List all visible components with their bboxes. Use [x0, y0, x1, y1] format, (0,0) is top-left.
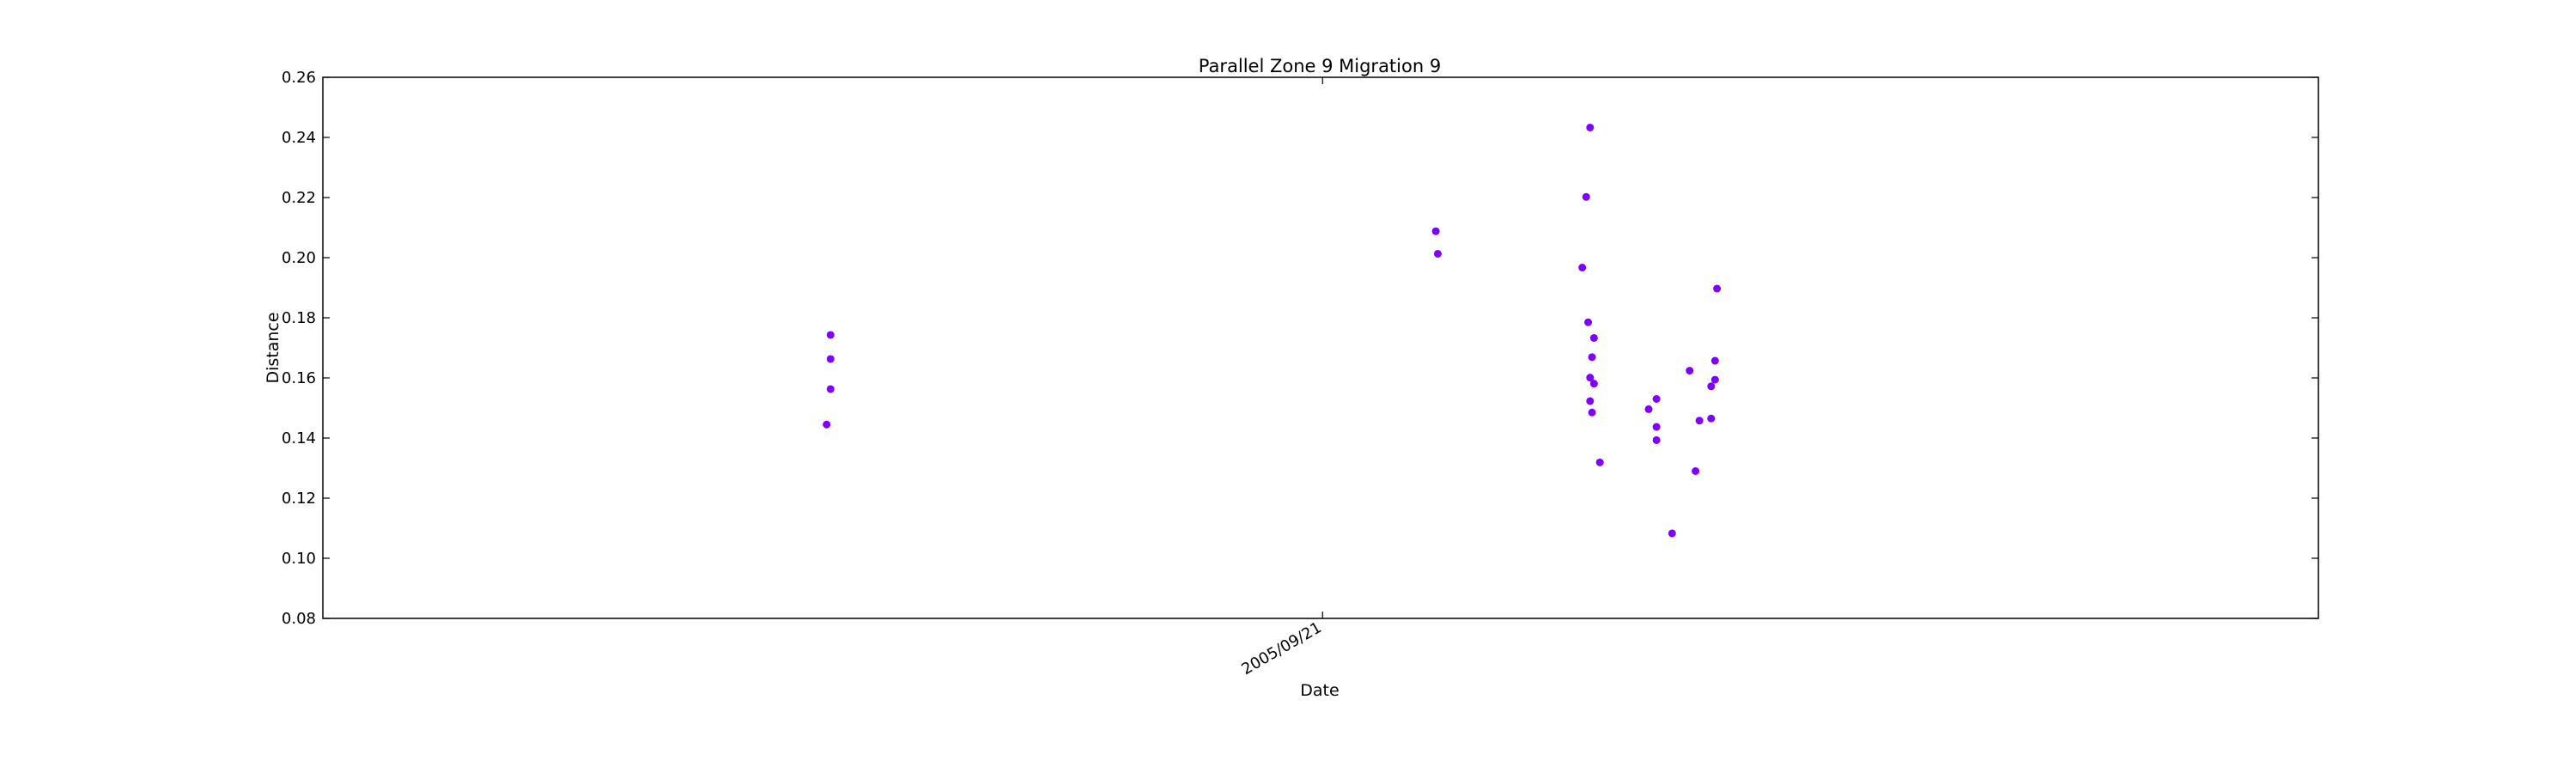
data-point	[1589, 333, 1598, 342]
y-tick-label: 0.08	[282, 610, 316, 628]
data-point	[826, 331, 835, 339]
data-points	[823, 123, 1722, 538]
data-point	[1588, 408, 1596, 417]
data-point	[1584, 318, 1593, 326]
data-point	[1707, 382, 1716, 391]
data-point	[1589, 380, 1598, 388]
data-point	[1431, 227, 1440, 235]
y-tick-label: 0.22	[282, 189, 316, 207]
data-point	[1433, 249, 1442, 258]
data-point	[1582, 192, 1590, 201]
data-point	[1686, 367, 1694, 375]
data-point	[1707, 414, 1716, 423]
y-tick-label: 0.24	[282, 129, 316, 147]
data-point	[1713, 284, 1722, 293]
data-point	[826, 355, 835, 363]
data-point	[1692, 467, 1700, 475]
data-point	[1710, 356, 1719, 365]
data-point	[1668, 529, 1676, 538]
data-point	[1586, 397, 1595, 405]
data-point	[1710, 375, 1719, 384]
data-point	[1586, 123, 1595, 131]
data-point	[1588, 353, 1596, 362]
y-tick-label: 0.16	[282, 369, 316, 387]
data-point	[1586, 374, 1595, 382]
y-axis-label: Distance	[264, 312, 283, 383]
y-axis: 0.08 0.10 0.12 0.14 0.16 0.18 0.20 0.22 0.24 0.26	[282, 69, 2318, 628]
data-point	[1652, 395, 1661, 403]
data-point	[823, 420, 831, 429]
data-point	[826, 385, 835, 393]
chart-title: Parallel Zone 9 Migration 9	[1199, 56, 1441, 76]
data-point	[1695, 417, 1704, 425]
data-point	[1578, 264, 1587, 272]
data-point	[1595, 458, 1604, 466]
data-point	[1652, 423, 1661, 431]
y-tick-label: 0.20	[282, 249, 316, 267]
x-axis-label: Date	[1300, 681, 1339, 700]
data-point	[1652, 435, 1661, 444]
y-tick-label: 0.14	[282, 429, 316, 447]
y-tick-label: 0.12	[282, 490, 316, 508]
y-tick-label: 0.10	[282, 550, 316, 568]
y-tick-label: 0.26	[282, 69, 316, 87]
plot-area-frame	[322, 76, 2319, 619]
data-point	[1644, 405, 1653, 413]
y-tick-label: 0.18	[282, 309, 316, 327]
